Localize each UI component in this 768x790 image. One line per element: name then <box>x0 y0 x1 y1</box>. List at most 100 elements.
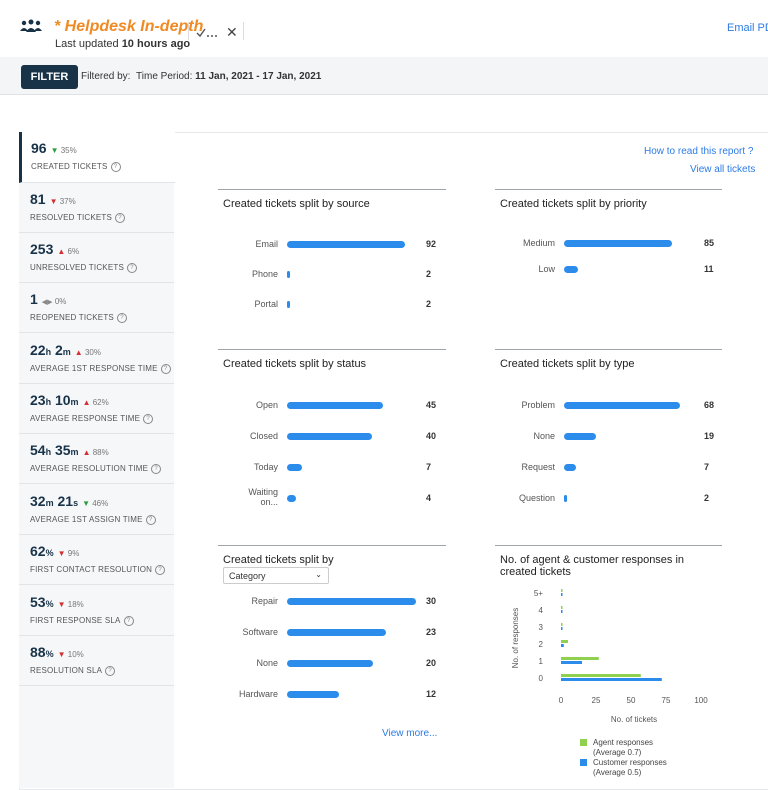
bar[interactable] <box>287 464 302 471</box>
bar-label: Hardware <box>238 689 278 699</box>
how-to-read-link[interactable]: How to read this report ? <box>644 146 754 157</box>
metric-first-response-sla[interactable]: 53% ▼ 18% FIRST RESPONSE SLA? <box>19 586 174 636</box>
bar-value: 2 <box>426 299 432 309</box>
bar[interactable] <box>564 266 578 273</box>
bar[interactable] <box>287 433 373 440</box>
bar-row[interactable]: None 20 <box>218 658 446 670</box>
help-icon[interactable]: ? <box>127 263 137 273</box>
chart-title: No. of agent & customer responses in cre… <box>500 554 685 578</box>
bar[interactable] <box>564 495 568 502</box>
bar-row[interactable]: Hardware 12 <box>218 689 446 701</box>
bar-agent <box>561 674 641 677</box>
bar-label: Portal <box>254 299 278 309</box>
bar-row[interactable]: Request 7 <box>495 462 723 474</box>
bar-customer <box>561 644 564 647</box>
bar[interactable] <box>287 495 296 502</box>
category-select[interactable]: Category ⌄ <box>223 567 329 584</box>
metric-resolved-tickets[interactable]: 81 ▼ 37% RESOLVED TICKETS? <box>19 183 174 233</box>
help-icon[interactable]: ? <box>116 313 127 323</box>
bar[interactable] <box>287 241 405 248</box>
bar[interactable] <box>287 271 290 278</box>
bar-row[interactable]: Repair 30 <box>218 596 446 608</box>
bar-agent <box>561 640 568 643</box>
metric-avg-1st-assign-time[interactable]: 32m 21s ▼ 46% AVERAGE 1ST ASSIGN TIME? <box>19 485 174 535</box>
x-axis-label: No. of tickets <box>611 715 657 724</box>
chart-card-responses: No. of agent & customer responses in cre… <box>495 545 722 785</box>
help-icon[interactable]: ? <box>105 666 116 676</box>
bar-customer <box>561 661 582 664</box>
check-more-icon[interactable] <box>196 27 218 39</box>
bar-row[interactable]: Portal 2 <box>218 299 446 311</box>
bar-row[interactable]: Email 92 <box>218 239 446 251</box>
view-all-tickets-link[interactable]: View all tickets <box>690 164 756 175</box>
metric-resolution-sla[interactable]: 88% ▼ 10% RESOLUTION SLA? <box>19 636 174 686</box>
help-icon[interactable]: ? <box>110 162 121 172</box>
bar-customer <box>561 678 662 681</box>
bar-row[interactable]: Open 45 <box>218 400 446 412</box>
metric-first-contact-resolution[interactable]: 62% ▼ 9% FIRST CONTACT RESOLUTION? <box>19 535 174 585</box>
bar-label: Closed <box>249 431 278 441</box>
chart-card-source: Created tickets split by source Email 92 P… <box>218 189 446 329</box>
metric-avg-response-time[interactable]: 23h 10m ▲ 62% AVERAGE RESPONSE TIME? <box>19 384 174 434</box>
bar[interactable] <box>564 433 597 440</box>
bar-row[interactable]: Waiting on... 4 <box>218 487 446 507</box>
bar-agent <box>561 623 563 626</box>
bar[interactable] <box>564 402 680 409</box>
bar-label: Question <box>518 493 555 503</box>
bar[interactable] <box>287 660 373 667</box>
bar[interactable] <box>287 598 416 605</box>
help-icon[interactable]: ? <box>145 515 156 525</box>
bar-agent <box>561 606 563 609</box>
bar-row[interactable]: Closed 40 <box>218 431 446 443</box>
help-icon[interactable]: ? <box>151 464 162 474</box>
metric-avg-resolution-time[interactable]: 54h 35m ▲ 88% AVERAGE RESOLUTION TIME? <box>19 434 174 484</box>
help-icon[interactable]: ? <box>115 213 126 223</box>
bar-row[interactable]: Software 23 <box>218 627 446 639</box>
bar[interactable] <box>564 240 672 247</box>
bar-value: 40 <box>426 431 437 441</box>
bar-row[interactable]: Medium 85 <box>495 238 723 250</box>
bar-row[interactable]: None 19 <box>495 431 723 443</box>
metric-reopened-tickets[interactable]: 1 ◀▶ 0% REOPENED TICKETS? <box>19 283 174 333</box>
help-icon[interactable]: ? <box>160 364 171 374</box>
bar-agent <box>561 657 599 660</box>
bar-value: 4 <box>426 493 432 503</box>
close-icon[interactable]: ✕ <box>226 24 238 40</box>
help-icon[interactable]: ? <box>155 565 166 575</box>
metric-unresolved-tickets[interactable]: 253 ▲ 6% UNRESOLVED TICKETS? <box>19 233 174 283</box>
chart-title: Created tickets split by priority <box>500 198 647 210</box>
view-more-link[interactable]: View more... <box>382 728 438 739</box>
bar-label: Open <box>255 400 278 410</box>
bar[interactable] <box>287 301 290 308</box>
bar-row[interactable]: Phone 2 <box>218 269 446 281</box>
filter-button[interactable]: FILTER <box>21 65 78 89</box>
bar-label: Medium <box>522 238 555 248</box>
email-pdf-link[interactable]: Email PDF <box>727 22 768 34</box>
divider <box>243 22 244 40</box>
bar[interactable] <box>287 691 339 698</box>
bar-customer <box>561 627 563 630</box>
metrics-sidebar <box>19 132 174 788</box>
bar-value: 30 <box>426 596 437 606</box>
report-title[interactable]: * Helpdesk In-depth <box>54 18 204 35</box>
legend-swatch-agent <box>580 739 587 746</box>
bar[interactable] <box>287 629 386 636</box>
bar[interactable] <box>564 464 576 471</box>
metric-avg-1st-response-time[interactable]: 22h 2m ▲ 30% AVERAGE 1ST RESPONSE TIME? <box>19 334 174 384</box>
legend-swatch-customer <box>580 759 587 766</box>
bar-label: Request <box>521 462 555 472</box>
bar-value: 2 <box>426 269 432 279</box>
bar-row[interactable]: Today 7 <box>218 462 446 474</box>
help-icon[interactable]: ? <box>143 414 154 424</box>
bar-row[interactable]: Low 11 <box>495 264 723 276</box>
bar-row[interactable]: Question 2 <box>495 493 723 505</box>
bar-value: 85 <box>704 238 715 248</box>
bar-row[interactable]: Problem 68 <box>495 400 723 412</box>
bar[interactable] <box>287 402 383 409</box>
help-icon[interactable]: ? <box>123 616 134 626</box>
legend-agent: Agent responses (Average 0.7) <box>580 738 700 758</box>
bar-label: Phone <box>251 269 278 279</box>
chart-title: Created tickets split by status <box>223 358 367 370</box>
card-rule <box>495 189 722 190</box>
metric-created-tickets[interactable]: 96 ▼ 35% CREATED TICKETS? <box>19 132 175 183</box>
